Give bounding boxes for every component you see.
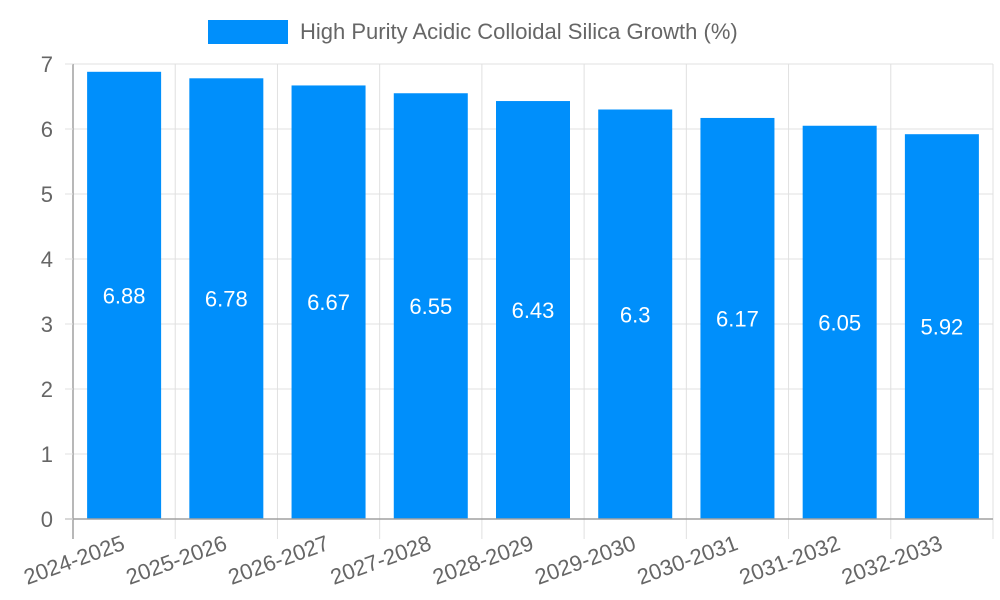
data-label: 6.05 [818,310,861,335]
bar[interactable] [393,93,468,519]
y-tick-label: 2 [41,377,53,402]
axes [65,64,993,539]
x-tick-label: 2025-2026 [123,530,230,589]
bar[interactable] [904,134,979,519]
data-label: 6.88 [103,283,146,308]
x-tick-label: 2027-2028 [327,530,434,589]
data-label: 5.92 [920,315,963,340]
data-label: 6.43 [512,298,555,323]
x-tick-label: 2026-2027 [225,530,332,589]
y-tick-label: 1 [41,442,53,467]
y-tick-label: 3 [41,312,53,337]
data-label: 6.17 [716,306,759,331]
y-tick-label: 6 [41,117,53,142]
y-axis-ticks: 0 1 2 3 4 5 6 7 [41,52,73,532]
bar[interactable] [189,78,264,520]
y-tick-label: 4 [41,247,53,272]
x-axis-ticks: 2024-20252025-20262026-20272027-20282028… [20,530,945,589]
data-label: 6.67 [307,290,350,315]
y-tick-label: 5 [41,182,53,207]
bar[interactable] [496,101,570,520]
x-tick-label: 2024-2025 [20,530,127,589]
bar[interactable] [87,71,162,520]
y-tick-label: 7 [41,52,53,77]
x-tick-label: 2031-2032 [736,530,843,589]
bar[interactable] [802,125,877,519]
chart-legend: High Purity Acidic Colloidal Silica Grow… [208,18,738,46]
bar[interactable] [598,109,673,520]
bar[interactable] [291,85,366,519]
data-label: 6.55 [409,294,452,319]
x-tick-label: 2030-2031 [634,530,741,589]
data-labels: 6.88 6.78 6.67 6.55 6.43 6.3 6.17 6.05 5.92 [103,283,964,339]
bars [87,71,979,520]
bar[interactable] [700,117,775,519]
data-label: 6.3 [620,302,651,327]
x-tick-label: 2032-2033 [838,530,945,589]
y-tick-label: 0 [41,507,53,532]
x-tick-label: 2029-2030 [532,530,639,589]
legend-label[interactable]: High Purity Acidic Colloidal Silica Grow… [300,19,738,44]
legend-swatch[interactable] [208,20,288,44]
x-tick-label: 2028-2029 [429,530,536,589]
data-label: 6.78 [205,287,248,312]
